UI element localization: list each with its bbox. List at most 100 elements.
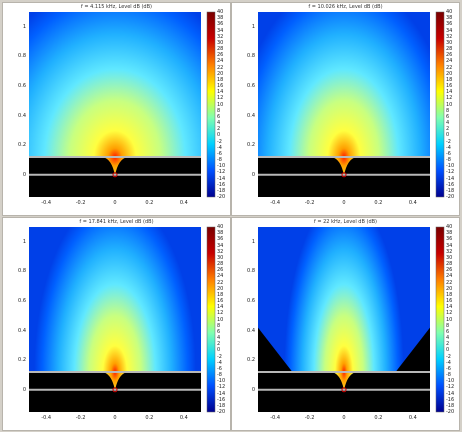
- colorbar-tick-label: 28: [446, 46, 453, 52]
- colorbar-tick-label: -10: [217, 378, 226, 385]
- colorbar-tick-label: 10: [446, 101, 453, 108]
- colorbar-tick-label: 14: [217, 89, 224, 96]
- colorbar-tick-label: 18: [446, 76, 453, 83]
- y-tick-label: 0.2: [18, 357, 26, 364]
- heatmap-svg: [29, 226, 216, 413]
- x-tick-label: 0: [113, 415, 117, 421]
- y-tick-label: 1: [22, 23, 26, 30]
- x-tick-label: 0.4: [408, 200, 417, 206]
- colorbar: [435, 11, 445, 198]
- colorbar-tick-label: -10: [446, 163, 455, 170]
- colorbar-tick-label: -2: [217, 353, 222, 360]
- colorbar-tick-label: 4: [446, 335, 450, 341]
- colorbar-tick-label: -2: [217, 138, 222, 145]
- x-tick-label: 0: [113, 200, 117, 206]
- colorbar-tick-label: 10: [217, 316, 224, 323]
- y-tick-label: 0: [22, 171, 26, 178]
- colorbar-tick-label: 22: [217, 64, 224, 71]
- colorbar-tick-label: 0: [217, 132, 221, 139]
- colorbar-tick-label: -20: [217, 194, 226, 200]
- colorbar-tick-label: -16: [217, 181, 226, 188]
- colorbar-tick-label: 4: [217, 335, 221, 341]
- colorbar-tick-label: 36: [446, 21, 453, 28]
- colorbar-tick-label: 40: [217, 9, 224, 15]
- y-tick-label: 0.2: [18, 142, 26, 149]
- colorbar-tick-label: 32: [446, 248, 453, 255]
- chart-title: f = 17.841 kHz, Level dB (dB): [79, 219, 154, 225]
- colorbar-tick-label: 30: [446, 254, 453, 261]
- x-tick-label: -0.2: [75, 200, 86, 206]
- colorbar-tick-label: 32: [446, 33, 453, 40]
- source-marker: [112, 387, 118, 393]
- colorbar-tick-label: 36: [217, 21, 224, 28]
- colorbar-tick-label: 24: [446, 273, 453, 280]
- heatmap-svg: [258, 226, 445, 413]
- x-tick-label: 0.4: [179, 200, 188, 206]
- source-marker: [341, 387, 347, 393]
- colorbar-tick-label: 0: [446, 132, 450, 139]
- colorbar-tick-label: -18: [217, 402, 226, 409]
- chart-title: f = 10.026 kHz, Level dB (dB): [308, 4, 383, 10]
- colorbar-tick-label: 32: [217, 33, 224, 40]
- colorbar-tick-label: 16: [217, 298, 224, 304]
- colorbar-tick-label: -18: [446, 402, 455, 409]
- y-tick-label: 0.4: [247, 327, 255, 334]
- colorbar-tick-label: -14: [217, 390, 226, 397]
- colorbar-tick-label: 24: [217, 58, 224, 65]
- x-tick-label: -0.2: [304, 415, 315, 421]
- colorbar-tick-label: -10: [446, 378, 455, 385]
- colorbar-tick-label: 6: [217, 113, 221, 120]
- y-tick-label: 0.6: [247, 298, 255, 304]
- colorbar-tick-label: 20: [446, 285, 453, 292]
- source-marker: [112, 172, 118, 178]
- colorbar-tick-label: -18: [446, 187, 455, 194]
- chart-panel-1: f = 4.115 kHz, Level dB (dB) 40 38 36 34 32 30…: [2, 2, 231, 216]
- colorbar-tick-label: 2: [217, 126, 221, 133]
- colorbar-tick-label: 20: [446, 70, 453, 77]
- colorbar-tick-label: -12: [446, 169, 455, 176]
- colorbar-tick-label: 6: [446, 113, 450, 120]
- colorbar-tick-label: -4: [217, 144, 222, 151]
- y-tick-label: 0.6: [18, 83, 26, 89]
- colorbar-tick-label: 26: [217, 267, 224, 274]
- colorbar-tick-label: 12: [217, 95, 224, 102]
- chart-panel-4: f = 22 kHz, Level dB (dB) 40 38 36 34 32 30 28 2…: [231, 217, 460, 431]
- colorbar-tick-label: 18: [217, 76, 224, 83]
- colorbar-tick-label: 0: [446, 347, 450, 354]
- colorbar-tick-label: 18: [446, 291, 453, 298]
- colorbar-tick-label: -4: [446, 359, 451, 366]
- colorbar-tick-label: 12: [446, 95, 453, 102]
- colorbar-tick-label: 30: [217, 254, 224, 261]
- colorbar: [435, 226, 445, 413]
- colorbar-tick-label: 40: [446, 224, 453, 230]
- colorbar-tick-label: -2: [446, 138, 451, 145]
- source-marker: [341, 172, 347, 178]
- colorbar-tick-label: 14: [217, 304, 224, 311]
- colorbar-tick-label: 16: [446, 298, 453, 304]
- colorbar-tick-label: 10: [217, 101, 224, 108]
- y-tick-label: 0.4: [247, 112, 255, 119]
- colorbar-tick-label: 14: [446, 89, 453, 96]
- y-tick-label: 0.4: [18, 327, 26, 334]
- y-tick-label: 1: [22, 238, 26, 245]
- colorbar-tick-label: 32: [217, 248, 224, 255]
- chart-title: f = 22 kHz, Level dB (dB): [313, 219, 378, 225]
- colorbar-tick-label: 36: [446, 236, 453, 243]
- colorbar-tick-label: -10: [217, 163, 226, 170]
- chart-title: f = 4.115 kHz, Level dB (dB): [81, 4, 152, 10]
- colorbar-tick-label: 20: [217, 285, 224, 292]
- y-tick-label: 0.6: [247, 83, 255, 89]
- x-tick-label: -0.2: [75, 415, 86, 421]
- colorbar: [206, 226, 216, 413]
- colorbar-tick-label: 6: [217, 328, 221, 335]
- colorbar-tick-label: -6: [446, 365, 451, 372]
- y-tick-label: 1: [251, 23, 255, 30]
- x-tick-label: -0.4: [41, 415, 52, 421]
- y-tick-label: 0.8: [18, 53, 26, 60]
- colorbar-tick-label: 34: [217, 242, 224, 249]
- chart-panel-2: f = 10.026 kHz, Level dB (dB) 40 38 36 34 32 3…: [231, 2, 460, 216]
- colorbar-tick-label: 16: [217, 83, 224, 89]
- colorbar-tick-label: -20: [446, 194, 455, 200]
- colorbar-tick-label: -18: [217, 187, 226, 194]
- colorbar-tick-label: -2: [446, 353, 451, 360]
